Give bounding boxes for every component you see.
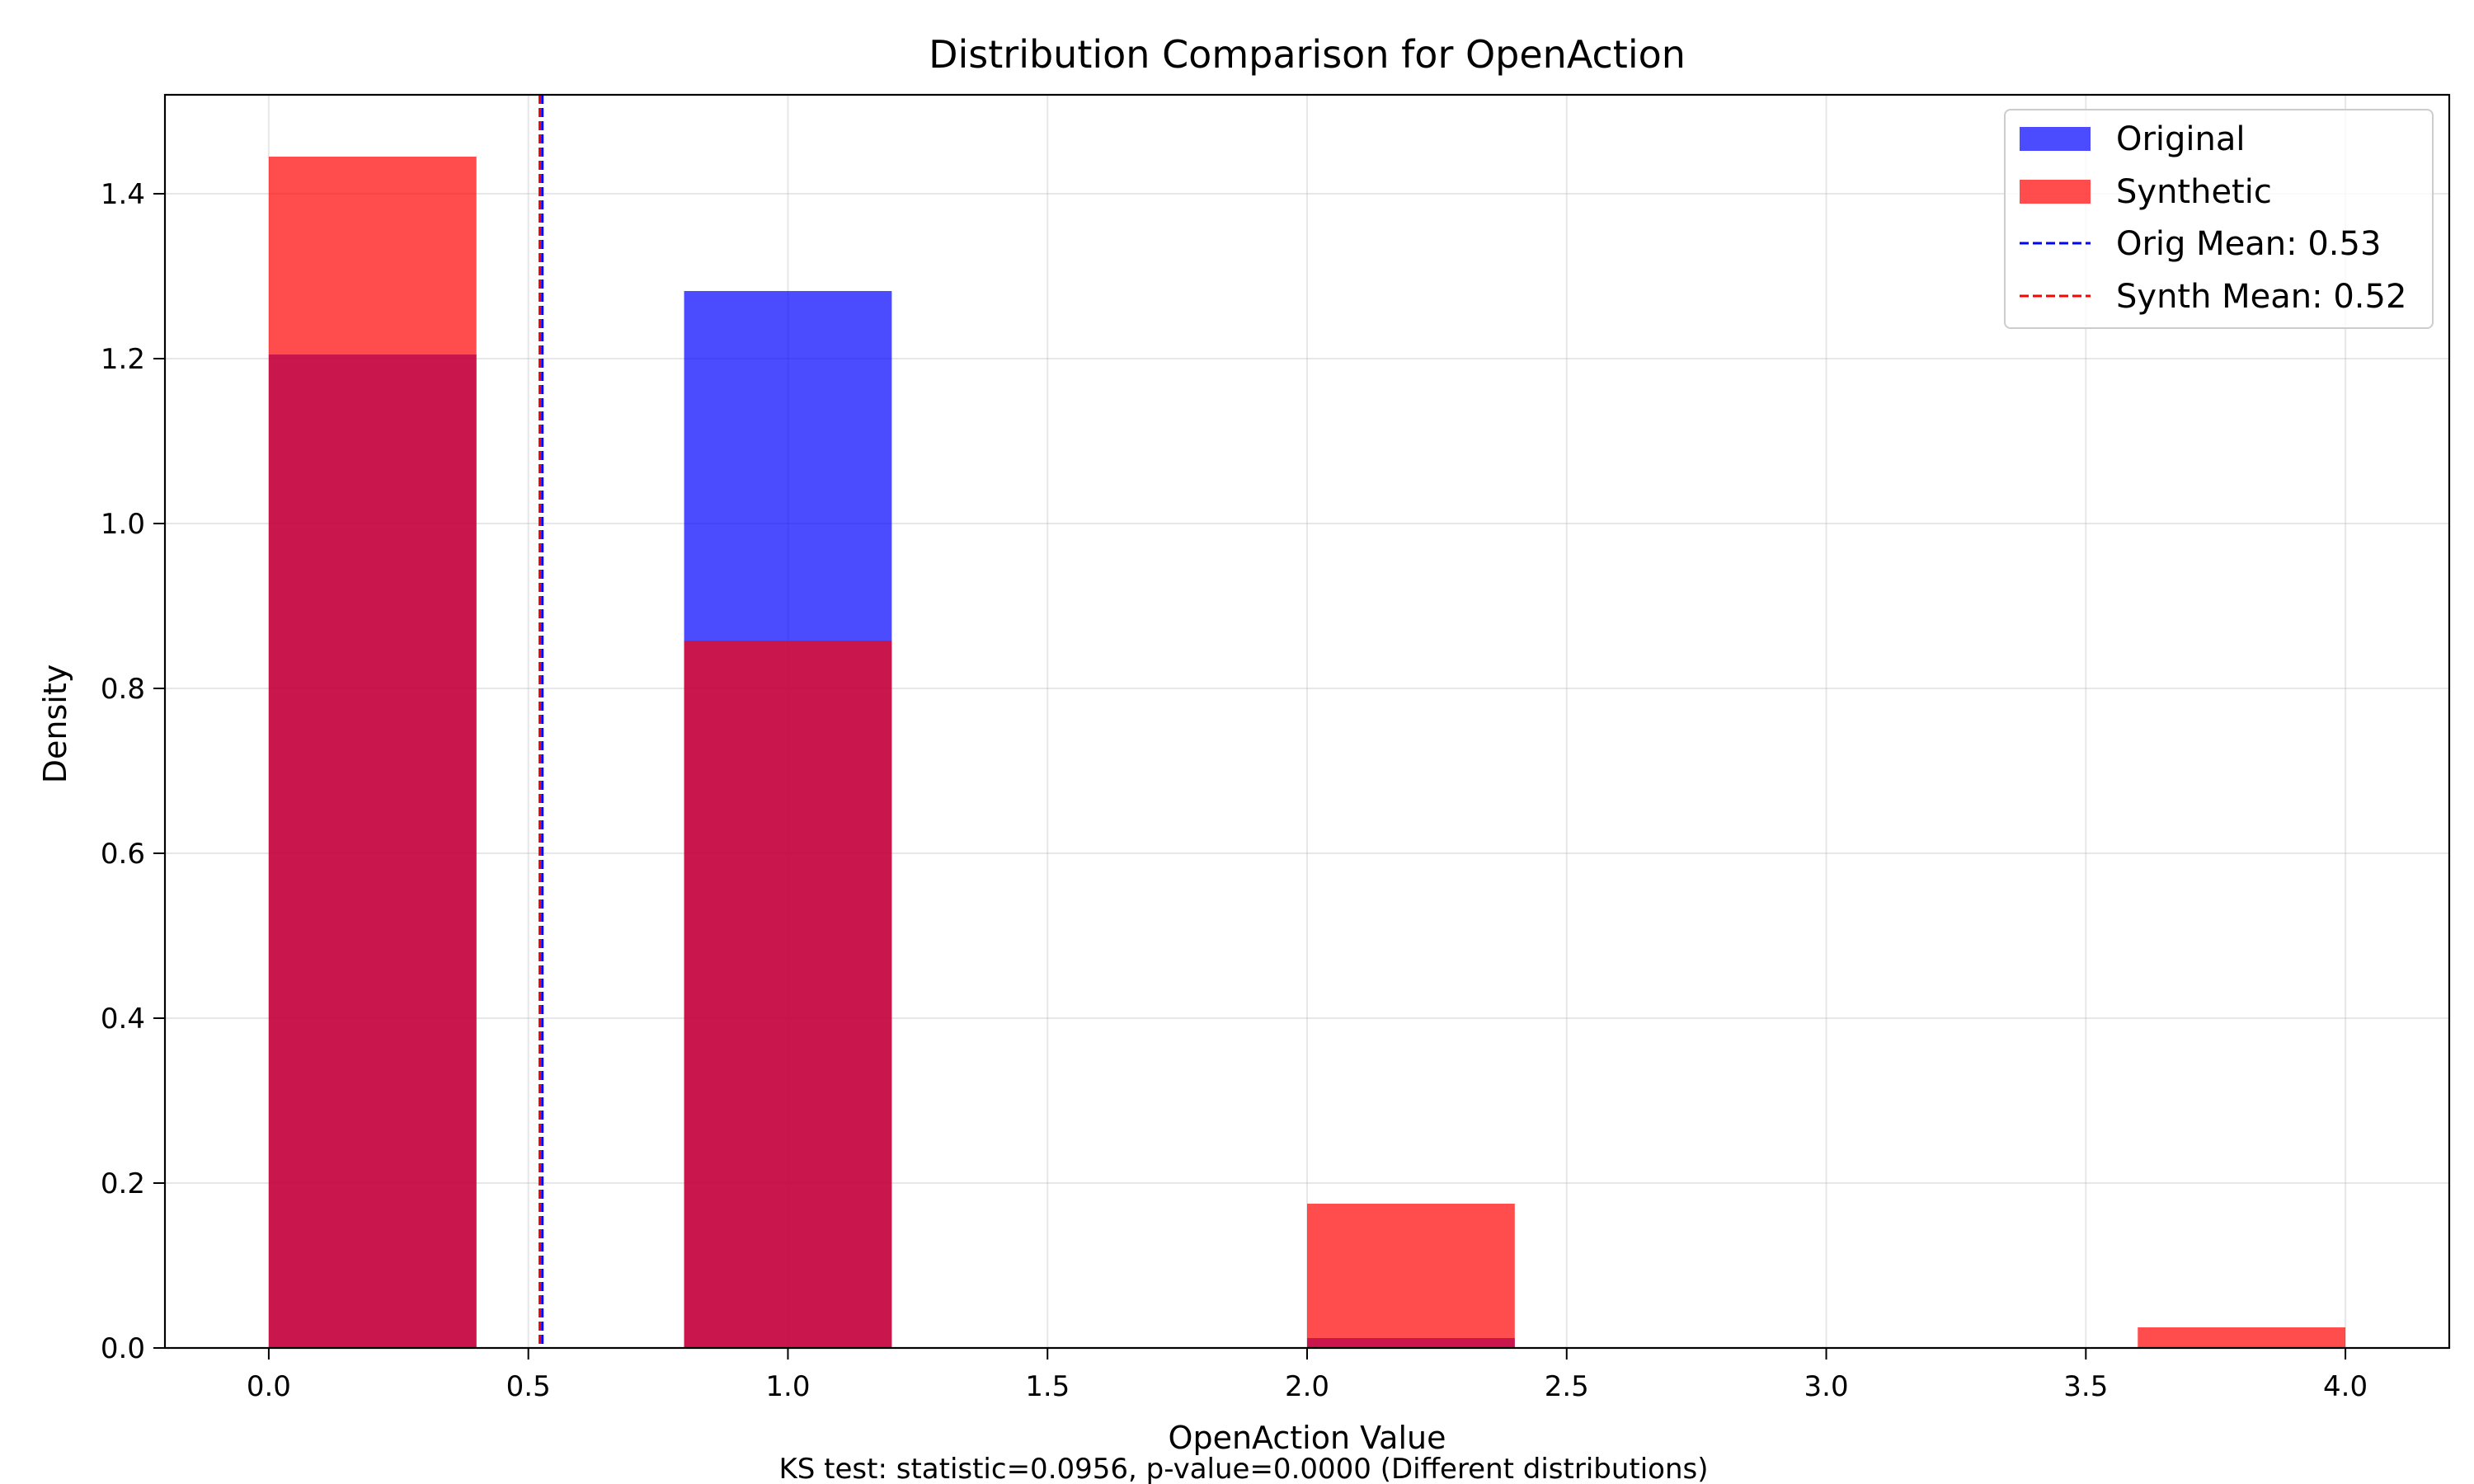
chart-title: Distribution Comparison for OpenAction	[929, 32, 1686, 77]
legend-label-synth-mean: Synth Mean: 0.52	[2116, 278, 2406, 316]
y-tick-label: 0.8	[101, 673, 145, 706]
legend: Original Synthetic Orig Mean: 0.53 Synth…	[2004, 109, 2434, 329]
legend-frame	[2004, 109, 2434, 329]
y-tick-label: 0.0	[101, 1332, 145, 1365]
x-tick-label: 0.0	[247, 1370, 291, 1403]
histogram-bar-synthetic	[268, 157, 477, 1348]
y-tick-label: 1.4	[101, 178, 145, 211]
y-axis-label: Density	[37, 665, 73, 783]
legend-label-orig-mean: Orig Mean: 0.53	[2116, 225, 2381, 263]
x-axis-label: OpenAction Value	[1169, 1420, 1446, 1456]
ks-test-footnote: KS test: statistic=0.0956, p-value=0.000…	[778, 1453, 1708, 1484]
legend-swatch-synthetic	[2020, 180, 2091, 204]
legend-label-original: Original	[2116, 120, 2246, 158]
x-tick-label: 1.0	[765, 1370, 810, 1403]
histogram-bar-synthetic	[684, 641, 892, 1348]
legend-label-synthetic: Synthetic	[2116, 173, 2272, 211]
y-tick-label: 0.6	[101, 838, 145, 871]
x-tick-label: 3.5	[2063, 1370, 2108, 1403]
x-tick-label: 4.0	[2323, 1370, 2368, 1403]
y-tick-label: 0.4	[101, 1003, 145, 1036]
x-tick-label: 2.0	[1285, 1370, 1329, 1403]
legend-swatch-original	[2020, 127, 2091, 151]
x-tick-label: 1.5	[1025, 1370, 1070, 1403]
bars-layer	[268, 157, 2346, 1348]
x-tick-label: 0.5	[506, 1370, 551, 1403]
y-tick-label: 1.0	[101, 508, 145, 541]
x-tick-label: 2.5	[1545, 1370, 1589, 1403]
ticks-layer: 0.0 0.5 1.0 1.5 2.0 2.5 3.0 3.5 4.0 0.0 0.2 0.4 0.6 0…	[101, 178, 2368, 1403]
y-tick-label: 1.2	[101, 343, 145, 376]
histogram-bar-synthetic	[2138, 1327, 2346, 1348]
histogram-bar-synthetic	[1307, 1204, 1515, 1348]
y-tick-label: 0.2	[101, 1167, 145, 1200]
x-tick-label: 3.0	[1804, 1370, 1849, 1403]
mean-lines-layer	[539, 95, 544, 1348]
